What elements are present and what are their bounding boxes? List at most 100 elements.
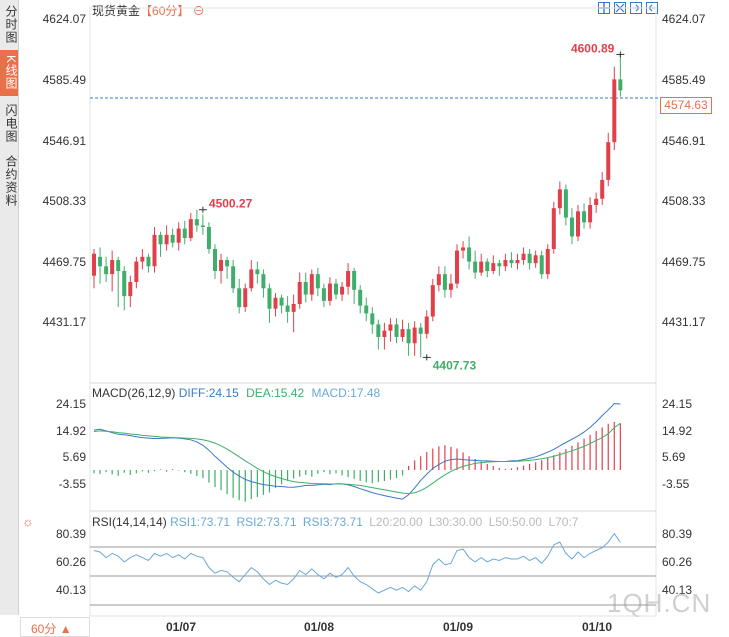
price-tick-left: 4624.07 [42,12,86,26]
candle-body [122,271,127,297]
candle-body [134,261,139,282]
macd-tick-left: 5.69 [62,450,86,464]
candle-body [521,253,526,261]
candle-body [485,261,490,272]
candle-body [213,249,217,272]
candle-body [273,297,278,309]
candle-body [116,260,121,272]
candle-body [200,225,205,228]
rsi3-value: RSI3:73.71 [302,515,363,529]
rsi-line [93,532,621,594]
candle-body [340,286,345,295]
candle-body [170,234,175,243]
period-select-value: 60分 [31,622,57,636]
macd-tick-left: 24.15 [55,397,86,411]
extreme-label: 4407.73 [433,358,477,372]
candle-body [594,198,599,206]
candle-body [152,234,157,267]
x-label: 01/10 [582,620,613,634]
candle-body [551,208,556,250]
candle-body [545,249,550,275]
candle-body [467,247,472,262]
candle-body [188,219,193,239]
candle-body [448,283,453,290]
candle-body [400,329,405,337]
settings-icon[interactable]: ☼ [22,514,34,529]
l20-value: L20:20.00 [369,515,423,529]
candle-body [249,269,254,289]
candle-body [164,234,169,245]
price-tick-right: 4469.75 [662,255,706,269]
candle-body [406,329,411,344]
sidebar: 分时图 K线图 闪电图 合约资料 [0,0,19,615]
candle-body [303,281,308,295]
candle-body [158,234,163,245]
x-label: 01/08 [304,620,335,634]
x-label: 01/07 [166,620,197,634]
candle-body [612,79,617,143]
tab-contract-info[interactable]: 合约资料 [4,155,18,207]
chart-border [89,7,657,617]
tab-kline[interactable]: K线图 [0,50,18,96]
candle-body [364,305,369,314]
candle-body [327,283,332,301]
candle-body [376,324,381,337]
candle-body [600,179,605,199]
dea-line [93,422,621,495]
l70-value: L70:7 [548,515,579,529]
candle-body [358,289,363,306]
macd-tick-right: 24.15 [662,397,693,411]
candle-body [539,255,544,275]
candle-body [424,316,429,334]
candle-body [346,271,351,287]
price-tick-left: 4469.75 [42,255,86,269]
rsi-tick-left: 40.13 [55,583,86,597]
macd-tick-left: -3.55 [58,477,86,491]
candle-body [291,303,296,312]
candle-body [588,205,593,223]
macd-header: MACD(26,12,9) DIFF:24.15 DEA:15.42 MACD:… [92,386,380,400]
macd-tick-right: -3.55 [662,477,690,491]
candle-body [563,189,568,218]
l50-value: L50:50.00 [488,515,543,529]
candle-body [98,256,103,267]
tab-timeshare[interactable]: 分时图 [4,4,18,44]
candle-body [182,228,187,239]
rsi-tick-right: 60.26 [662,555,693,569]
candle-body [176,228,181,243]
price-tick-left: 4508.33 [42,194,86,208]
candle-body [491,263,496,272]
rsi1-value: RSI1:73.71 [170,515,231,529]
candle-body [533,255,538,264]
rsi-tick-left: 60.26 [55,555,86,569]
candle-body [497,263,502,267]
candle-body [279,297,284,306]
price-tick-right: 4546.91 [662,134,706,148]
rsi-tick-right: 80.39 [662,527,693,541]
candle-body [237,288,242,308]
price-tick-right: 4585.49 [662,73,706,87]
tab-lightning[interactable]: 闪电图 [4,103,18,143]
candle-body [576,211,580,237]
candle-body [418,327,423,334]
macd-tick-right: 5.69 [662,450,686,464]
candle-body [527,253,532,264]
current-price-label: 4574.63 [660,97,712,114]
candle-body [297,281,302,304]
candle-body [382,330,387,337]
candle-body [334,283,338,295]
candle-body [231,266,236,289]
candle-body [370,313,375,325]
price-tick-right: 4508.33 [662,194,706,208]
extreme-label: 4600.89 [571,41,615,55]
candle-body [352,271,357,290]
candle-body [430,285,435,317]
candle-body [285,305,290,312]
candle-body [321,288,326,301]
price-tick-left: 4585.49 [42,73,86,87]
price-tick-left: 4431.17 [42,315,86,329]
x-label: 01/09 [443,620,474,634]
diff-line [93,403,621,500]
rsi2-value: RSI2:73.71 [236,515,297,529]
candle-body [261,274,266,289]
